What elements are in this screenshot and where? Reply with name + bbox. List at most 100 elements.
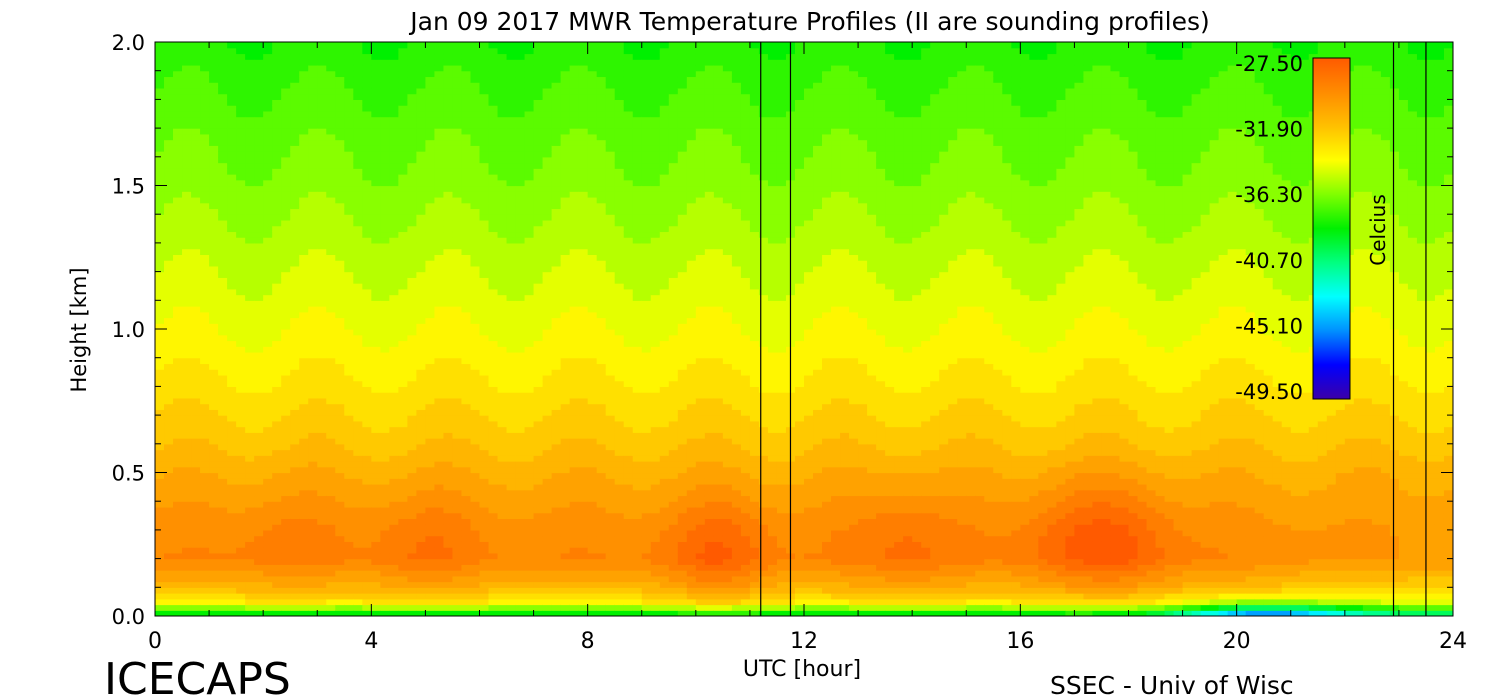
heat-cell	[380, 162, 390, 169]
heat-cell	[542, 564, 553, 571]
heat-cell	[443, 329, 454, 336]
heat-cell	[227, 139, 237, 146]
heat-cell	[218, 248, 228, 255]
heat-cell	[326, 99, 336, 106]
heat-cell	[524, 397, 535, 405]
heat-cell	[587, 208, 598, 215]
heat-cell	[416, 340, 427, 347]
heat-cell	[461, 179, 472, 187]
heat-cell	[353, 105, 363, 112]
heat-cell	[290, 139, 300, 146]
heat-cell	[200, 587, 210, 594]
heat-cell	[371, 506, 381, 514]
heat-cell	[488, 420, 499, 428]
heat-cell	[155, 403, 165, 410]
heat-cell	[236, 466, 246, 474]
heat-cell	[371, 162, 381, 169]
heat-cell	[245, 558, 255, 565]
heat-cell	[398, 219, 408, 227]
heat-cell	[227, 346, 237, 353]
heat-cell	[353, 449, 363, 456]
heat-cell	[533, 271, 544, 278]
heat-cell	[236, 392, 246, 399]
heat-cell	[281, 541, 291, 548]
heat-cell	[281, 64, 291, 72]
heat-cell	[353, 587, 363, 594]
heat-cell	[533, 386, 544, 393]
heat-cell	[398, 547, 408, 554]
heat-cell	[317, 472, 327, 479]
heat-cell	[407, 443, 417, 451]
heat-cell	[371, 392, 381, 399]
heat-cell	[317, 82, 327, 89]
heat-cell	[164, 82, 174, 89]
heat-cell	[515, 593, 526, 600]
heat-cell	[452, 443, 463, 451]
heat-cell	[524, 598, 535, 606]
heat-cell	[425, 185, 436, 192]
heat-cell	[254, 76, 264, 83]
heat-cell	[497, 214, 508, 221]
heat-cell	[155, 483, 165, 491]
heat-cell	[497, 415, 508, 422]
heat-cell	[236, 185, 246, 192]
heat-cell	[371, 133, 381, 141]
heat-cell	[182, 133, 192, 141]
heat-cell	[164, 374, 174, 382]
heat-cell	[263, 535, 273, 542]
heat-cell	[164, 386, 174, 393]
heat-cell	[308, 506, 318, 514]
heat-cell	[308, 76, 318, 83]
heat-cell	[281, 42, 291, 49]
heat-cell	[425, 156, 436, 164]
heat-cell	[533, 288, 544, 296]
heat-cell	[488, 196, 499, 204]
heat-cell	[263, 76, 273, 83]
heat-cell	[362, 506, 372, 514]
heat-cell	[371, 42, 381, 49]
heat-cell	[182, 248, 192, 255]
heat-cell	[398, 386, 408, 393]
heat-cell	[479, 604, 490, 611]
heat-cell	[560, 122, 571, 129]
heat-cell	[452, 208, 463, 215]
heat-cell	[209, 70, 219, 78]
heat-cell	[182, 340, 192, 347]
heat-cell	[380, 260, 390, 267]
heat-cell	[578, 455, 589, 462]
heat-cell	[497, 59, 508, 66]
heat-cell	[596, 397, 607, 405]
heat-cell	[389, 501, 399, 508]
heat-cell	[173, 139, 183, 146]
heat-cell	[551, 369, 562, 376]
heat-cell	[335, 208, 345, 215]
heat-cell	[515, 64, 526, 72]
heat-cell	[182, 581, 192, 588]
heat-cell	[182, 156, 192, 164]
heat-cell	[578, 260, 589, 267]
heat-cell	[569, 478, 580, 485]
heat-cell	[236, 478, 246, 485]
heat-cell	[560, 219, 571, 227]
heat-cell	[461, 604, 472, 611]
heat-cell	[380, 570, 390, 577]
heat-cell	[236, 351, 246, 359]
heat-cell	[200, 151, 210, 158]
heat-cell	[155, 99, 165, 106]
heat-cell	[389, 443, 399, 451]
heat-cell	[506, 271, 517, 278]
heat-cell	[488, 82, 499, 89]
heat-cell	[416, 254, 427, 261]
heat-cell	[425, 145, 436, 152]
heat-cell	[200, 288, 210, 296]
heat-cell	[200, 214, 210, 221]
heat-cell	[155, 420, 165, 428]
heat-cell	[578, 369, 589, 376]
heat-cell	[506, 265, 517, 273]
heat-cell	[164, 76, 174, 83]
heat-cell	[542, 369, 553, 376]
heat-cell	[290, 265, 300, 273]
heat-cell	[236, 231, 246, 238]
heat-cell	[569, 242, 580, 250]
heat-cell	[308, 449, 318, 456]
